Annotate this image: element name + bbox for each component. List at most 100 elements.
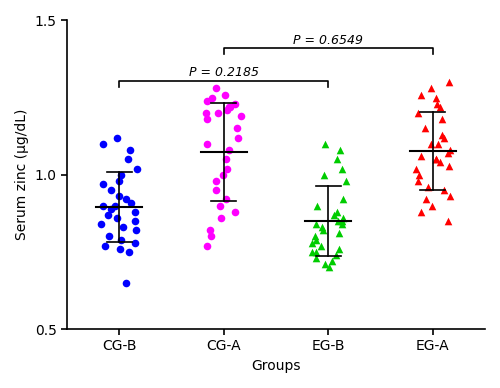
Point — [314, 203, 322, 209]
Point — [339, 215, 347, 221]
Point — [226, 147, 234, 153]
Point — [224, 166, 232, 172]
Point — [130, 239, 138, 246]
Point — [203, 141, 211, 147]
Point — [108, 206, 116, 212]
Point — [428, 85, 436, 92]
Point — [334, 218, 342, 224]
X-axis label: Groups: Groups — [251, 359, 300, 373]
Point — [446, 193, 454, 199]
Point — [318, 224, 326, 230]
Point — [234, 135, 242, 141]
Point — [338, 221, 346, 227]
Point — [445, 163, 453, 169]
Point — [225, 104, 233, 110]
Point — [446, 79, 454, 85]
Point — [336, 230, 344, 237]
Point — [432, 156, 440, 163]
Point — [115, 193, 123, 199]
Point — [206, 233, 214, 239]
Point — [321, 261, 329, 267]
Point — [440, 187, 448, 193]
Point — [230, 101, 238, 107]
Point — [335, 246, 343, 252]
Point — [230, 209, 238, 215]
Point — [328, 258, 336, 264]
Point — [312, 236, 320, 242]
Point — [126, 147, 134, 153]
Point — [114, 215, 122, 221]
Point — [436, 159, 444, 166]
Point — [132, 227, 140, 234]
Point — [116, 246, 124, 252]
Point — [98, 221, 106, 227]
Point — [126, 199, 134, 206]
Point — [415, 171, 423, 178]
Point — [204, 98, 212, 104]
Point — [320, 227, 328, 234]
Point — [312, 249, 320, 255]
Point — [219, 171, 227, 178]
Point — [102, 242, 110, 249]
Point — [417, 92, 425, 98]
Point — [116, 171, 124, 178]
Point — [312, 221, 320, 227]
Point — [212, 178, 220, 184]
Point — [105, 233, 113, 239]
Point — [440, 135, 448, 141]
Point — [438, 132, 446, 138]
Point — [124, 249, 132, 255]
Point — [444, 218, 452, 224]
Point — [130, 209, 138, 215]
Point — [434, 101, 442, 107]
Point — [99, 203, 107, 209]
Point — [113, 135, 121, 141]
Y-axis label: Serum zinc (μg/dL): Serum zinc (μg/dL) — [15, 109, 29, 241]
Point — [436, 104, 444, 110]
Point — [212, 85, 220, 92]
Point — [416, 209, 424, 215]
Point — [422, 196, 430, 203]
Point — [333, 156, 341, 163]
Point — [432, 95, 440, 101]
Point — [122, 196, 130, 203]
Point — [214, 110, 222, 116]
Point — [312, 255, 320, 261]
Point — [104, 212, 112, 218]
Point — [414, 110, 422, 116]
Point — [339, 196, 347, 203]
Point — [116, 178, 124, 184]
Point — [221, 92, 229, 98]
Point — [222, 107, 230, 113]
Point — [308, 239, 316, 246]
Point — [124, 156, 132, 163]
Text: P = 0.2185: P = 0.2185 — [188, 66, 258, 79]
Point — [206, 227, 214, 234]
Point — [308, 249, 316, 255]
Point — [212, 187, 220, 193]
Point — [100, 141, 108, 147]
Point — [203, 242, 211, 249]
Point — [414, 178, 422, 184]
Point — [110, 203, 118, 209]
Point — [216, 215, 224, 221]
Point — [438, 116, 446, 122]
Point — [132, 218, 140, 224]
Point — [420, 125, 428, 132]
Point — [202, 110, 210, 116]
Text: P = 0.6549: P = 0.6549 — [293, 34, 363, 47]
Point — [426, 141, 434, 147]
Point — [336, 147, 344, 153]
Point — [334, 209, 342, 215]
Point — [330, 212, 338, 218]
Point — [226, 104, 234, 110]
Point — [325, 264, 333, 270]
Point — [322, 141, 330, 147]
Point — [338, 218, 345, 224]
Point — [320, 171, 328, 178]
Point — [122, 280, 130, 286]
Point — [332, 252, 340, 258]
Point — [338, 166, 346, 172]
Point — [236, 113, 244, 119]
Point — [342, 178, 350, 184]
